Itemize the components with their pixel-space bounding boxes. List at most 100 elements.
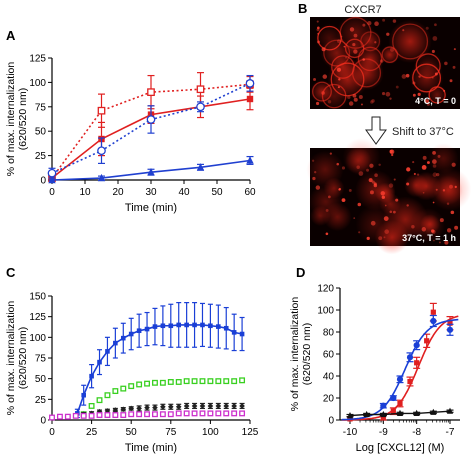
vesicle xyxy=(439,218,444,223)
vesicle xyxy=(336,39,341,44)
vesicle xyxy=(406,167,411,172)
data-point xyxy=(430,309,436,315)
vesicle xyxy=(329,152,332,155)
vesicle xyxy=(390,47,395,52)
vesicle xyxy=(452,65,456,69)
vesicle xyxy=(434,72,438,76)
x-tick-label: 0 xyxy=(49,427,55,438)
vesicle xyxy=(311,159,315,162)
data-point xyxy=(113,340,118,346)
data-point xyxy=(136,328,142,334)
vesicle xyxy=(358,171,364,176)
vesicle xyxy=(374,41,377,44)
data-point xyxy=(196,85,205,94)
vesicle xyxy=(362,23,366,27)
vesicle xyxy=(450,210,455,215)
vesicle xyxy=(374,173,378,178)
data-point xyxy=(223,325,229,331)
data-point xyxy=(120,412,127,418)
data-point xyxy=(160,323,166,329)
vesicle xyxy=(424,99,430,104)
y-axis-label-line: % of max. internalization xyxy=(5,62,17,177)
data-point xyxy=(136,405,142,412)
series xyxy=(74,302,245,419)
vesicle xyxy=(370,100,374,104)
vesicle xyxy=(347,95,351,99)
series xyxy=(341,302,459,422)
vesicle xyxy=(432,172,438,177)
data-point xyxy=(128,405,134,412)
vesicle xyxy=(405,238,408,241)
vesicle xyxy=(453,48,456,51)
vesicle xyxy=(432,36,438,41)
micrograph-top: 4°C, T = 0 xyxy=(310,13,460,111)
data-point xyxy=(144,380,150,387)
vesicle xyxy=(451,162,456,167)
vesicle xyxy=(325,232,329,236)
vesicle xyxy=(348,101,354,106)
y-tick-label: 40 xyxy=(323,372,335,383)
vesicle xyxy=(312,176,316,181)
micrograph-top-caption: 4°C, T = 0 xyxy=(415,96,456,106)
vesicle xyxy=(327,195,331,199)
data-point xyxy=(175,410,182,417)
panel-c-chart: 0 25 50 75 100 125 150 0 25 50 75 100 125 Time (min)%… xyxy=(5,292,259,455)
data-point xyxy=(120,406,127,413)
data-point xyxy=(208,323,213,329)
vesicle xyxy=(421,227,427,232)
cell-glow xyxy=(345,147,372,174)
vesicle xyxy=(383,216,389,221)
panel-label-c: C xyxy=(6,265,16,280)
data-point xyxy=(200,322,205,328)
vesicle xyxy=(380,191,385,196)
data-point xyxy=(168,323,174,329)
vesicle xyxy=(336,67,342,72)
vesicle xyxy=(442,189,446,192)
data-point xyxy=(407,378,413,385)
vesicle xyxy=(317,40,320,44)
vesicle xyxy=(412,161,415,164)
vesicle xyxy=(337,86,340,89)
vesicle xyxy=(412,81,416,85)
data-point xyxy=(159,411,166,418)
data-point xyxy=(216,324,221,329)
vesicle xyxy=(362,58,365,61)
vesicle xyxy=(369,190,374,195)
vesicle xyxy=(314,171,317,174)
vesicle xyxy=(435,188,438,191)
vesicle xyxy=(353,49,358,54)
vesicle xyxy=(395,198,399,202)
vesicle xyxy=(378,236,383,241)
data-point xyxy=(146,115,156,124)
data-point xyxy=(167,411,174,418)
data-point xyxy=(191,403,198,409)
data-point xyxy=(72,412,79,419)
data-point xyxy=(120,335,126,341)
vesicle xyxy=(454,225,459,230)
vesicle xyxy=(368,178,373,183)
data-point xyxy=(183,378,190,385)
data-point xyxy=(175,379,182,385)
y-axis-label-line: % of max. internalization xyxy=(5,301,17,416)
y-tick-label: 20 xyxy=(323,394,335,405)
x-tick-label: 60 xyxy=(244,187,256,198)
data-point xyxy=(89,373,94,379)
x-tick-label: 0 xyxy=(49,187,55,198)
vesicle xyxy=(406,204,409,207)
data-point xyxy=(199,410,206,417)
panel-label-b: B xyxy=(298,1,307,16)
vesicle xyxy=(405,73,410,78)
data-point xyxy=(207,410,214,417)
vesicle xyxy=(426,161,430,165)
vesicle xyxy=(317,32,320,35)
cell-membrane xyxy=(330,62,365,97)
data-point xyxy=(390,394,397,402)
data-point xyxy=(413,409,420,416)
data-point xyxy=(380,415,386,421)
vesicle xyxy=(345,56,347,59)
vesicle xyxy=(384,204,387,207)
cell-glow xyxy=(413,50,444,81)
cell-glow xyxy=(428,143,459,174)
cell-glow xyxy=(380,45,400,65)
micrograph-bottom: 37°C, T = 1 h xyxy=(306,138,472,255)
